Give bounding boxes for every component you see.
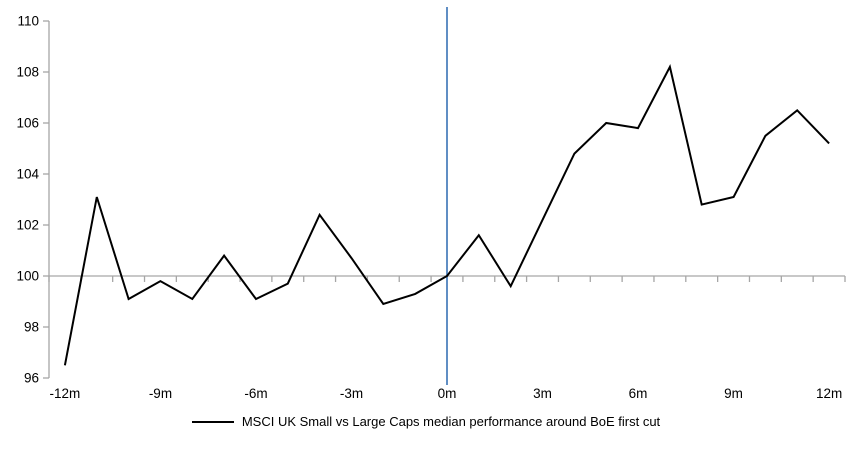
series-line-msci-uk-small-vs-large (63, 64, 830, 366)
x-axis-tick-label: -9m (149, 386, 172, 401)
x-axis-tick-label: -3m (340, 386, 363, 401)
x-axis-tick-label: -12m (50, 386, 81, 401)
x-axis-tick-label: 0m (438, 386, 457, 401)
x-axis-tick-label: -6m (244, 386, 267, 401)
y-axis-tick-label: 110 (17, 14, 39, 29)
y-axis-tick-label: 102 (16, 218, 39, 233)
y-axis-tick-label: 106 (16, 116, 39, 131)
y-axis-tick-label: 108 (16, 65, 39, 80)
y-axis-tick-label: 104 (16, 167, 39, 182)
x-axis-tick-label: 6m (629, 386, 648, 401)
legend-line-sample (191, 420, 234, 423)
legend-series-label: MSCI UK Small vs Large Caps median perfo… (241, 414, 661, 429)
x-axis-tick-label: 3m (533, 386, 552, 401)
y-axis-tick-label: 98 (24, 320, 39, 335)
x-axis-tick-label: 9m (724, 386, 743, 401)
y-axis-tick-label: 96 (24, 371, 39, 386)
y-axis-tick-label: 100 (16, 269, 39, 284)
chart-legend: MSCI UK Small vs Large Caps median perfo… (0, 414, 852, 429)
x-axis-tick-label: 12m (816, 386, 842, 401)
